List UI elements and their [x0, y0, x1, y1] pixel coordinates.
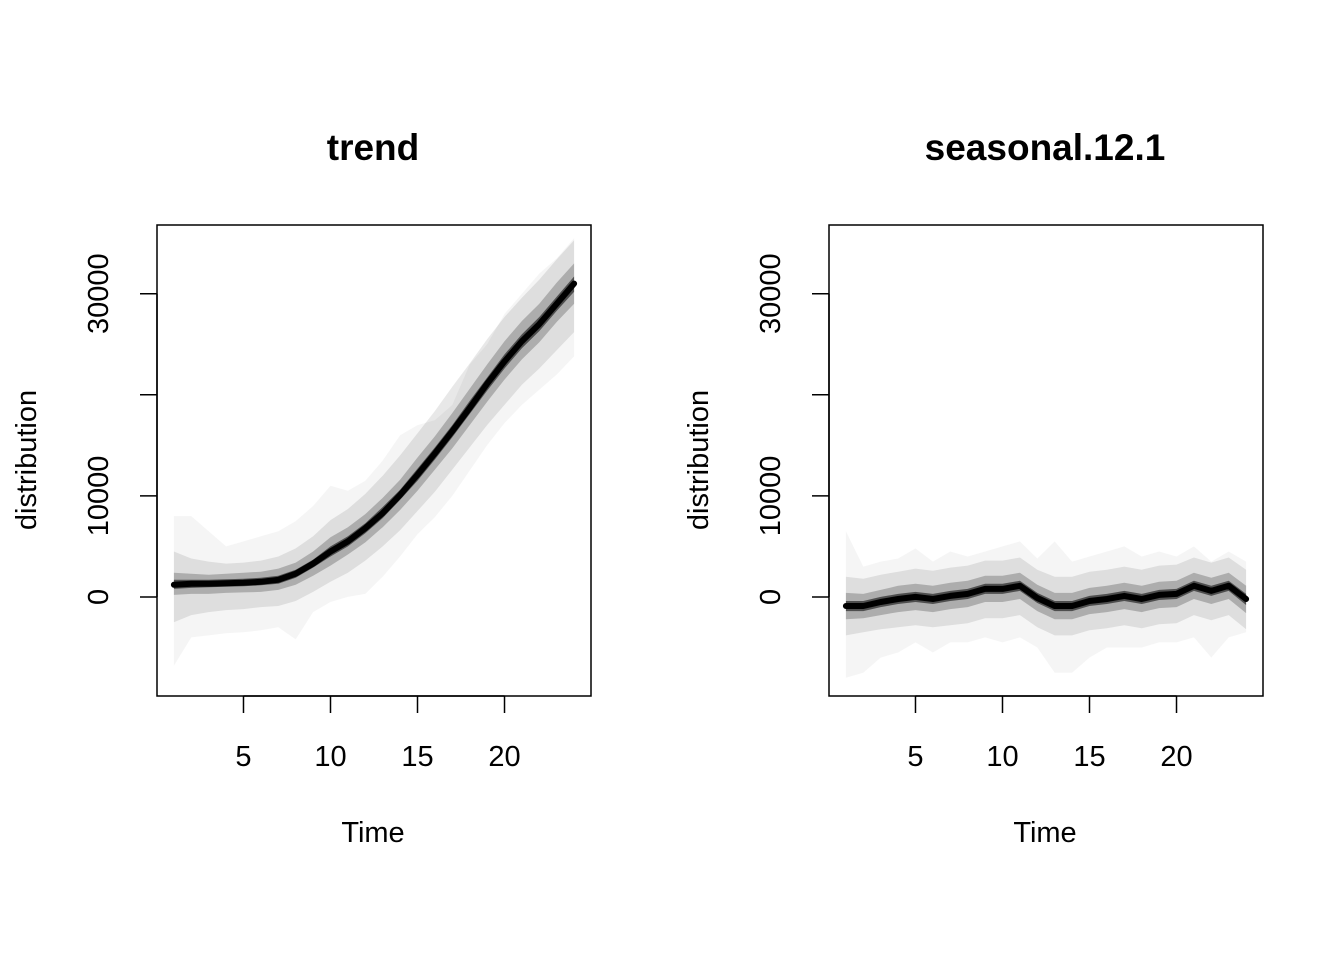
y-tick-label: 30000 — [755, 253, 787, 334]
x-tick-label: 15 — [1073, 741, 1105, 773]
band-80 — [173, 263, 575, 595]
plot-frame — [156, 224, 592, 697]
median-line-group — [842, 582, 1250, 609]
chart-title: seasonal.12.1 — [925, 127, 1166, 168]
median-line — [842, 582, 1250, 609]
panel-seasonal: seasonal.12.1 Time distribution 5 10 15 20 0… — [683, 127, 1264, 849]
x-tick-label: 20 — [1160, 741, 1192, 773]
x-axis-label: Time — [1013, 817, 1076, 849]
x-tick-label: 20 — [488, 741, 520, 773]
x-tick-label: 10 — [314, 741, 346, 773]
y-tick-label: 30000 — [83, 253, 115, 334]
band-95 — [845, 557, 1247, 636]
panel-trend: trend Time distribution 5 10 15 20 0 10000 300… — [11, 127, 592, 849]
chart-title: trend — [327, 127, 420, 168]
band-99 — [173, 238, 575, 666]
density-bands — [173, 238, 575, 666]
y-tick-label: 10000 — [83, 456, 115, 537]
axes: 5 10 15 20 0 10000 30000 — [755, 253, 1193, 773]
median-line-group — [170, 280, 578, 588]
y-tick-label: 0 — [83, 589, 115, 605]
y-tick-label: 0 — [755, 589, 787, 605]
x-tick-label: 5 — [235, 741, 251, 773]
x-tick-label: 5 — [907, 741, 923, 773]
y-tick-label: 10000 — [755, 456, 787, 537]
median-line — [170, 280, 578, 588]
band-80 — [845, 572, 1247, 620]
x-axis-label: Time — [341, 817, 404, 849]
y-axis-label: distribution — [683, 390, 715, 530]
y-axis-label: distribution — [11, 390, 43, 530]
plot-frame — [828, 224, 1264, 697]
axes: 5 10 15 20 0 10000 30000 — [83, 253, 521, 773]
x-tick-label: 15 — [401, 741, 433, 773]
x-tick-label: 10 — [986, 741, 1018, 773]
